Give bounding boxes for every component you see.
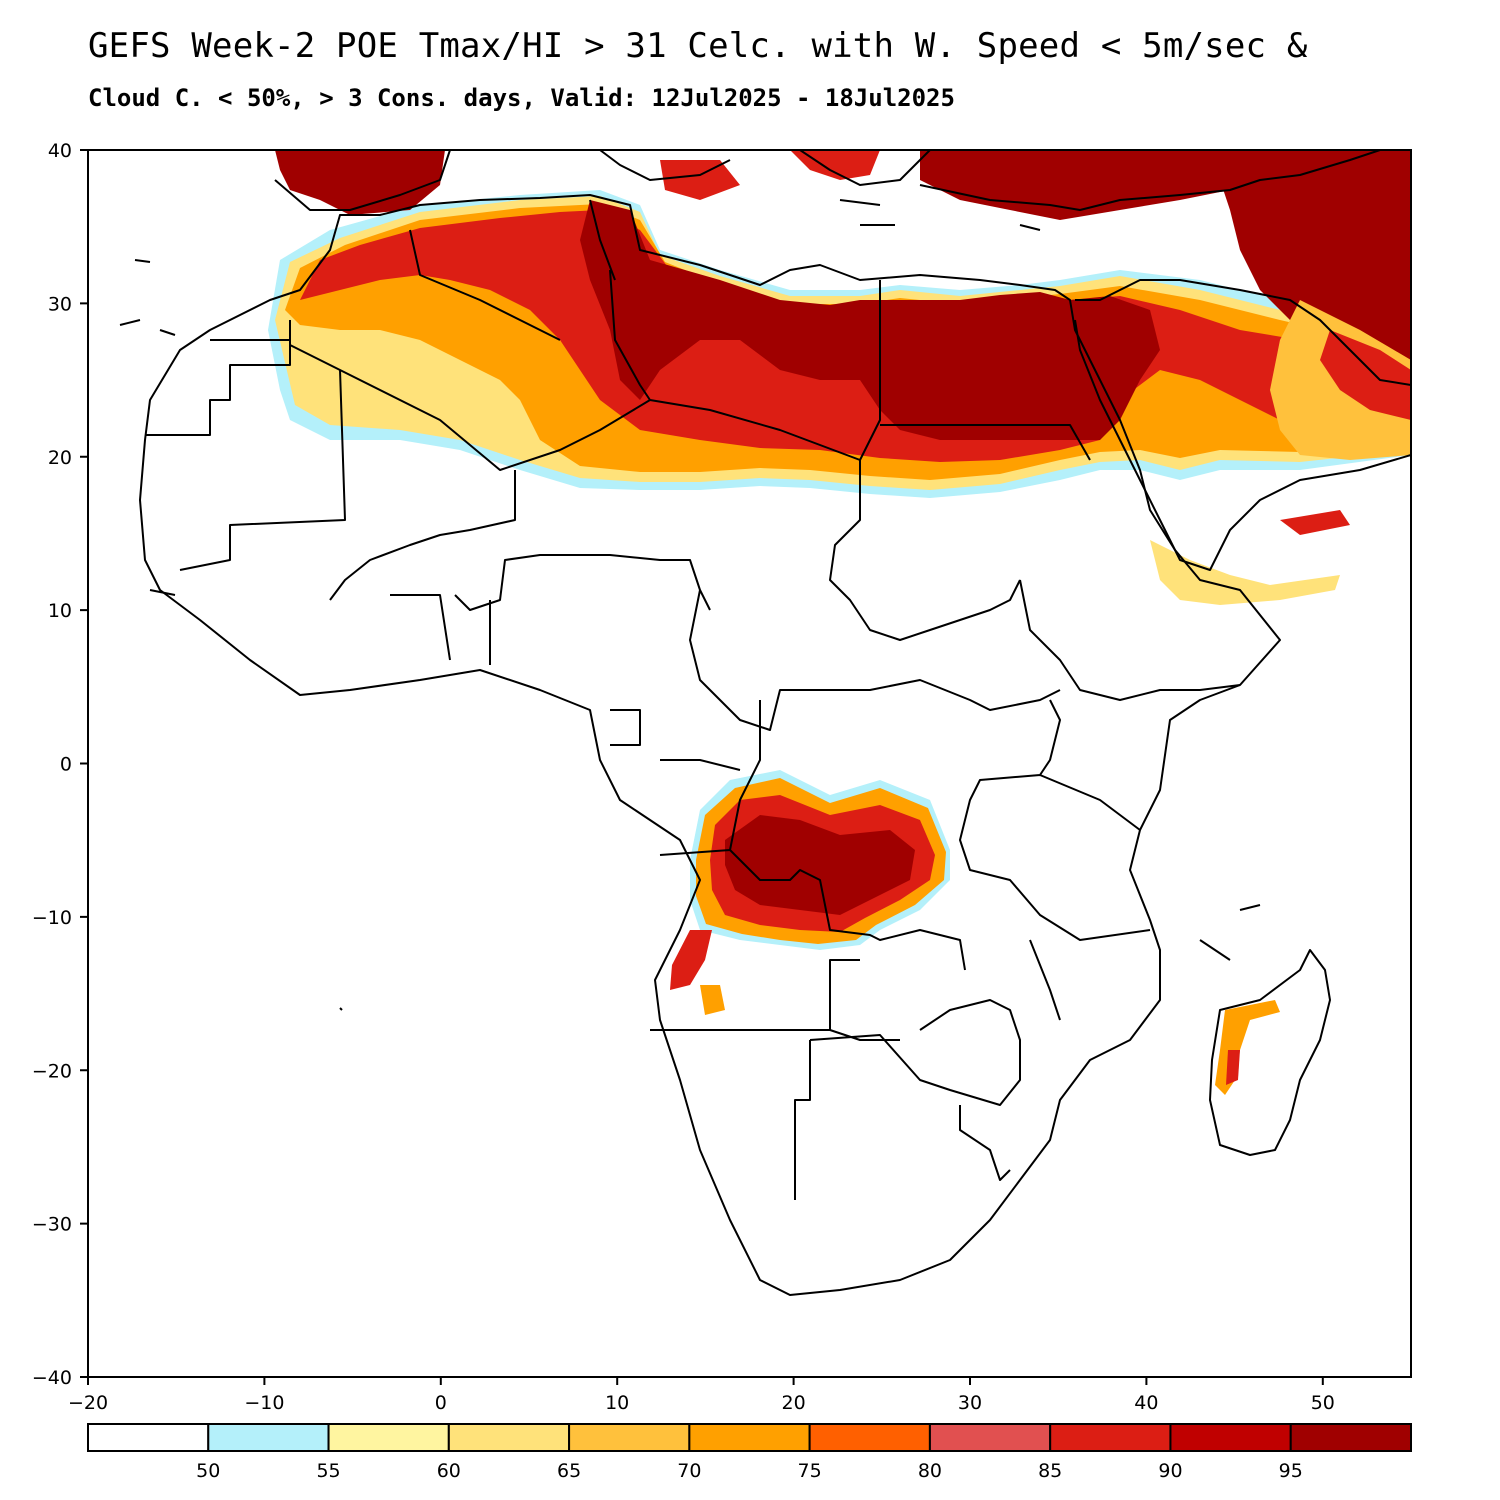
- colorbar-label: 50: [196, 1460, 220, 1482]
- lon-tick-label: 0: [435, 1392, 447, 1414]
- colorbar-swatch: [207, 1423, 330, 1452]
- probability-shading: [268, 150, 1411, 1095]
- shading-madagascar: [1215, 1000, 1280, 1095]
- lat-tick-label: −20: [32, 1060, 72, 1082]
- colorbar-label: 95: [1279, 1460, 1303, 1482]
- shading-sahara-darkred: [580, 200, 1160, 440]
- shading-iberia: [275, 150, 445, 215]
- shading-angola-coast: [670, 930, 712, 990]
- coastlines-borders: [119, 150, 1411, 1296]
- lat-tick-label: −10: [32, 907, 72, 929]
- lat-tick-label: 20: [48, 447, 72, 469]
- shading-balkans: [790, 150, 880, 180]
- mediterranean-islands: [119, 199, 1261, 1011]
- lon-tick-label: −10: [244, 1392, 284, 1414]
- colorbar-label: 55: [316, 1460, 340, 1482]
- map-title: GEFS Week-2 POE Tmax/HI > 31 Celc. with …: [88, 26, 1308, 66]
- lat-tick-label: 0: [60, 754, 72, 776]
- colorbar-swatch: [1169, 1423, 1292, 1452]
- borders-east-africa: [959, 579, 1241, 941]
- lat-tick-label: −30: [32, 1214, 72, 1236]
- shading-yemen: [1280, 510, 1350, 535]
- shading-italy: [660, 160, 740, 200]
- arabia-coastline: [1074, 279, 1411, 571]
- shading-angola-south: [700, 985, 725, 1015]
- colorbar-swatch: [1289, 1423, 1413, 1452]
- colorbar-label: 80: [918, 1460, 942, 1482]
- colorbar-label: 65: [557, 1460, 581, 1482]
- shading-madagascar-core: [1226, 1050, 1240, 1085]
- colorbar-swatch: [928, 1423, 1052, 1452]
- colorbar: 50 55 60 65 70 75 80 85 90 95: [87, 1423, 1413, 1482]
- colorbar-swatch: [87, 1423, 210, 1452]
- colorbar-swatch: [1049, 1423, 1172, 1452]
- axes: −20 −10 0 10 20 30 40 50 40 30 20 10 0 −10 −20 −30 −40: [32, 140, 1335, 1414]
- lon-tick-label: −20: [68, 1392, 108, 1414]
- africa-coastline: [139, 194, 1281, 1296]
- lon-tick-label: 40: [1134, 1392, 1158, 1414]
- lat-tick-label: 10: [48, 600, 72, 622]
- colorbar-label: 70: [677, 1460, 701, 1482]
- lon-tick-label: 10: [605, 1392, 629, 1414]
- shading-horn: [1150, 540, 1340, 605]
- borders-north-africa: [289, 199, 1091, 471]
- borders-west-africa: [145, 339, 711, 665]
- lon-tick-label: 30: [958, 1392, 982, 1414]
- madagascar-coastline: [1209, 949, 1331, 1156]
- colorbar-label: 75: [798, 1460, 822, 1482]
- colorbar-swatch: [688, 1423, 811, 1452]
- colorbar-label: 85: [1038, 1460, 1062, 1482]
- colorbar-swatch: [327, 1423, 450, 1452]
- lon-tick-label: 50: [1311, 1392, 1335, 1414]
- colorbar-label: 60: [437, 1460, 461, 1482]
- borders-central-africa: [610, 460, 1061, 971]
- shading-congo-darkred: [725, 815, 915, 915]
- map-subtitle: Cloud C. < 50%, > 3 Cons. days, Valid: 1…: [88, 84, 955, 112]
- borders-southern-africa: [650, 939, 1061, 1200]
- colorbar-swatch: [447, 1423, 571, 1452]
- colorbar-label: 90: [1158, 1460, 1182, 1482]
- lat-tick-label: 40: [48, 140, 72, 162]
- colorbar-swatch: [568, 1423, 691, 1452]
- lat-tick-label: 30: [48, 293, 72, 315]
- shading-arabia-red: [1320, 330, 1411, 420]
- europe-coastline: [274, 150, 1381, 211]
- lon-tick-label: 20: [782, 1392, 806, 1414]
- colorbar-swatch: [808, 1423, 931, 1452]
- lat-tick-label: −40: [32, 1367, 72, 1389]
- shading-turkey: [920, 150, 1230, 220]
